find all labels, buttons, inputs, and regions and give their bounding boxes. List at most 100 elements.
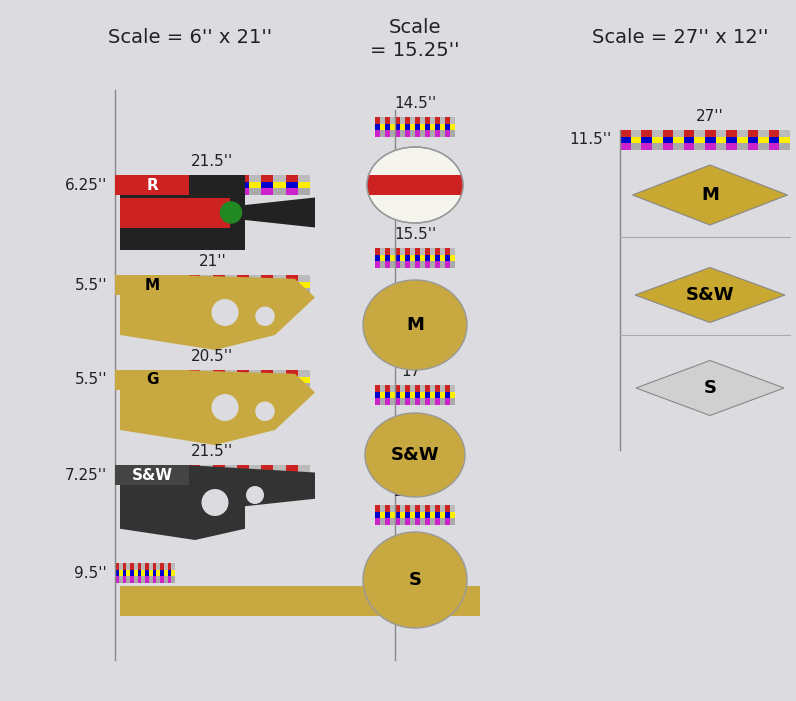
- Bar: [684, 143, 694, 150]
- Bar: [176, 478, 188, 485]
- Text: S&W: S&W: [391, 446, 439, 464]
- Bar: [213, 383, 224, 390]
- Bar: [149, 570, 153, 576]
- Bar: [445, 505, 450, 512]
- Bar: [213, 370, 224, 376]
- Bar: [445, 248, 450, 254]
- Bar: [176, 182, 188, 189]
- Bar: [420, 385, 425, 392]
- Bar: [153, 576, 156, 583]
- Bar: [375, 385, 380, 392]
- Bar: [630, 143, 642, 150]
- Bar: [450, 505, 455, 512]
- Bar: [390, 398, 395, 405]
- Bar: [400, 385, 405, 392]
- Text: 27'': 27'': [696, 109, 724, 124]
- Bar: [390, 254, 395, 261]
- Bar: [385, 261, 390, 268]
- Bar: [213, 175, 224, 182]
- Bar: [440, 398, 445, 405]
- Bar: [274, 478, 286, 485]
- Ellipse shape: [367, 147, 463, 223]
- Bar: [375, 123, 380, 130]
- Bar: [127, 275, 139, 282]
- Bar: [261, 376, 274, 383]
- Bar: [405, 392, 410, 398]
- Bar: [425, 130, 430, 137]
- Bar: [249, 478, 261, 485]
- Bar: [405, 518, 410, 525]
- Bar: [769, 130, 779, 137]
- Ellipse shape: [365, 413, 465, 497]
- Bar: [385, 248, 390, 254]
- Bar: [415, 385, 420, 392]
- Bar: [652, 143, 662, 150]
- Text: S: S: [408, 571, 422, 589]
- Bar: [127, 570, 130, 576]
- Bar: [201, 465, 213, 472]
- Bar: [716, 143, 726, 150]
- Circle shape: [246, 486, 264, 504]
- Bar: [445, 392, 450, 398]
- Bar: [445, 398, 450, 405]
- Bar: [375, 130, 380, 137]
- Bar: [375, 248, 380, 254]
- Bar: [440, 385, 445, 392]
- Bar: [380, 385, 385, 392]
- Bar: [188, 275, 201, 282]
- Bar: [390, 261, 395, 268]
- Bar: [171, 570, 175, 576]
- Bar: [261, 275, 274, 282]
- Bar: [164, 383, 176, 390]
- Text: 17'': 17'': [401, 364, 429, 379]
- Bar: [224, 478, 237, 485]
- Bar: [127, 472, 139, 478]
- Bar: [400, 123, 405, 130]
- Bar: [435, 123, 440, 130]
- Bar: [390, 518, 395, 525]
- Bar: [237, 478, 249, 485]
- Bar: [171, 563, 175, 570]
- Bar: [176, 282, 188, 288]
- Bar: [127, 175, 139, 182]
- Bar: [400, 130, 405, 137]
- Bar: [375, 117, 380, 123]
- Bar: [120, 585, 480, 615]
- Bar: [737, 130, 747, 137]
- Bar: [673, 143, 684, 150]
- Bar: [400, 518, 405, 525]
- Bar: [435, 130, 440, 137]
- Bar: [286, 288, 298, 295]
- Bar: [286, 472, 298, 478]
- Bar: [440, 505, 445, 512]
- Circle shape: [256, 402, 275, 421]
- Bar: [367, 175, 463, 196]
- Bar: [620, 143, 630, 150]
- Bar: [224, 465, 237, 472]
- Bar: [440, 392, 445, 398]
- Bar: [141, 563, 145, 570]
- Bar: [435, 518, 440, 525]
- Bar: [156, 570, 160, 576]
- Bar: [705, 137, 716, 143]
- Bar: [400, 398, 405, 405]
- Bar: [298, 282, 310, 288]
- Bar: [405, 117, 410, 123]
- Bar: [127, 383, 139, 390]
- Bar: [201, 175, 213, 182]
- Bar: [249, 376, 261, 383]
- Bar: [201, 383, 213, 390]
- Bar: [130, 576, 134, 583]
- Bar: [385, 385, 390, 392]
- Circle shape: [256, 306, 275, 326]
- Bar: [139, 465, 151, 472]
- Bar: [188, 189, 201, 195]
- Bar: [286, 383, 298, 390]
- Text: 21'': 21'': [199, 254, 226, 269]
- Bar: [201, 282, 213, 288]
- Bar: [115, 189, 127, 195]
- Bar: [261, 478, 274, 485]
- Bar: [694, 143, 705, 150]
- Bar: [151, 275, 164, 282]
- Polygon shape: [636, 360, 784, 416]
